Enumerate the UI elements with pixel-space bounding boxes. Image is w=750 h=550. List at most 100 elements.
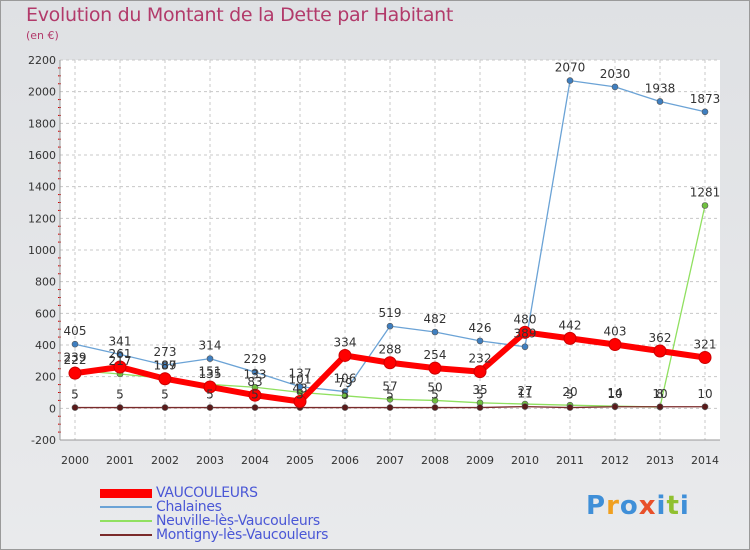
data-point — [521, 343, 529, 351]
y-tick-label: -200 — [31, 434, 56, 447]
data-point — [428, 361, 442, 375]
data-point — [566, 77, 574, 84]
legend-item: Chalaines — [100, 499, 222, 515]
data-label: 403 — [604, 325, 627, 339]
data-label: 5 — [71, 388, 79, 402]
x-tick-label: 2010 — [511, 454, 539, 467]
data-point — [656, 403, 664, 411]
data-label: 50 — [427, 380, 442, 394]
logo-letter: x — [638, 491, 657, 521]
data-point — [113, 360, 127, 374]
logo-letter: o — [619, 491, 639, 521]
data-label: 187 — [154, 359, 177, 373]
data-label: 334 — [334, 335, 357, 349]
data-point — [206, 355, 214, 362]
logo-letter: t — [666, 491, 680, 521]
y-tick-label: 800 — [35, 276, 56, 289]
data-label: 5 — [296, 388, 304, 402]
data-point — [653, 344, 667, 358]
x-tick-label: 2012 — [601, 454, 629, 467]
data-label: 10 — [607, 387, 622, 401]
proxiti-logo: Proxiti — [586, 491, 690, 521]
data-label: 273 — [154, 345, 177, 359]
data-label: 14 — [607, 386, 622, 400]
data-point — [386, 396, 394, 403]
data-label: 5 — [476, 388, 484, 402]
data-label: 5 — [431, 388, 439, 402]
data-point — [476, 404, 484, 411]
data-label: 83 — [247, 375, 262, 389]
data-label: 2030 — [600, 67, 631, 81]
data-point — [206, 404, 214, 411]
data-point — [68, 366, 82, 380]
chart-title: Evolution du Montant de la Dette par Hab… — [26, 4, 454, 26]
data-label: 1281 — [690, 186, 721, 200]
x-tick-label: 2001 — [106, 454, 134, 467]
data-point — [251, 368, 259, 376]
legend-label: Montigny-lès-Vaucouleurs — [156, 527, 329, 543]
data-point — [116, 351, 124, 358]
data-label: 101 — [289, 372, 312, 386]
data-label: 314 — [199, 339, 222, 353]
data-point — [476, 337, 484, 345]
y-tick-label: 1800 — [28, 117, 56, 130]
data-point — [341, 404, 349, 411]
data-point — [383, 356, 397, 370]
data-label: 1873 — [690, 92, 721, 106]
data-label: 5 — [341, 388, 349, 402]
data-point — [116, 404, 124, 411]
logo-letter: i — [656, 491, 667, 521]
x-tick-label: 2002 — [151, 454, 179, 467]
legend-swatch — [100, 520, 152, 522]
data-label: 5 — [116, 388, 124, 402]
data-label: 133 — [244, 367, 267, 381]
y-tick-label: 1200 — [28, 212, 56, 225]
data-label: 1938 — [645, 81, 676, 95]
data-label: 519 — [379, 306, 402, 320]
data-point — [611, 403, 619, 411]
y-tick-label: 600 — [35, 307, 56, 320]
data-label: 239 — [64, 350, 87, 364]
data-label: 11 — [517, 387, 532, 401]
logo-letter: r — [606, 491, 620, 521]
data-point — [203, 380, 217, 394]
data-label: 482 — [424, 312, 447, 326]
chart-subtitle: (en €) — [26, 29, 59, 42]
y-tick-label: 1000 — [28, 244, 56, 257]
data-label: 321 — [694, 338, 717, 352]
data-label: 5 — [386, 388, 394, 402]
data-point — [656, 98, 664, 105]
data-label: 151 — [199, 364, 222, 378]
data-point — [566, 404, 574, 411]
x-tick-label: 2007 — [376, 454, 404, 467]
data-label: 43 — [292, 382, 307, 396]
data-point — [563, 331, 577, 345]
data-point — [248, 388, 262, 402]
x-tick-label: 2004 — [241, 454, 269, 467]
x-tick-label: 2006 — [331, 454, 359, 467]
data-label: 232 — [469, 352, 492, 366]
data-label: 5 — [251, 388, 259, 402]
data-label: 57 — [382, 379, 397, 393]
data-point — [293, 395, 307, 409]
data-point — [698, 351, 712, 365]
x-tick-label: 2005 — [286, 454, 314, 467]
data-label: 2070 — [555, 61, 586, 75]
data-label: 341 — [109, 334, 132, 348]
data-label: 10 — [652, 387, 667, 401]
logo-letter: P — [586, 491, 607, 521]
data-point — [521, 403, 529, 410]
data-point — [701, 202, 709, 209]
data-label: 79 — [337, 376, 352, 390]
data-point — [431, 404, 439, 411]
y-tick-label: 400 — [35, 339, 56, 352]
data-point — [701, 108, 709, 116]
data-label: 229 — [244, 352, 267, 366]
data-point — [161, 404, 169, 411]
data-label: 20 — [562, 385, 577, 399]
x-tick-label: 2013 — [646, 454, 674, 467]
data-point — [611, 83, 619, 91]
y-tick-label: 1600 — [28, 149, 56, 162]
y-tick-label: 2000 — [28, 86, 56, 99]
